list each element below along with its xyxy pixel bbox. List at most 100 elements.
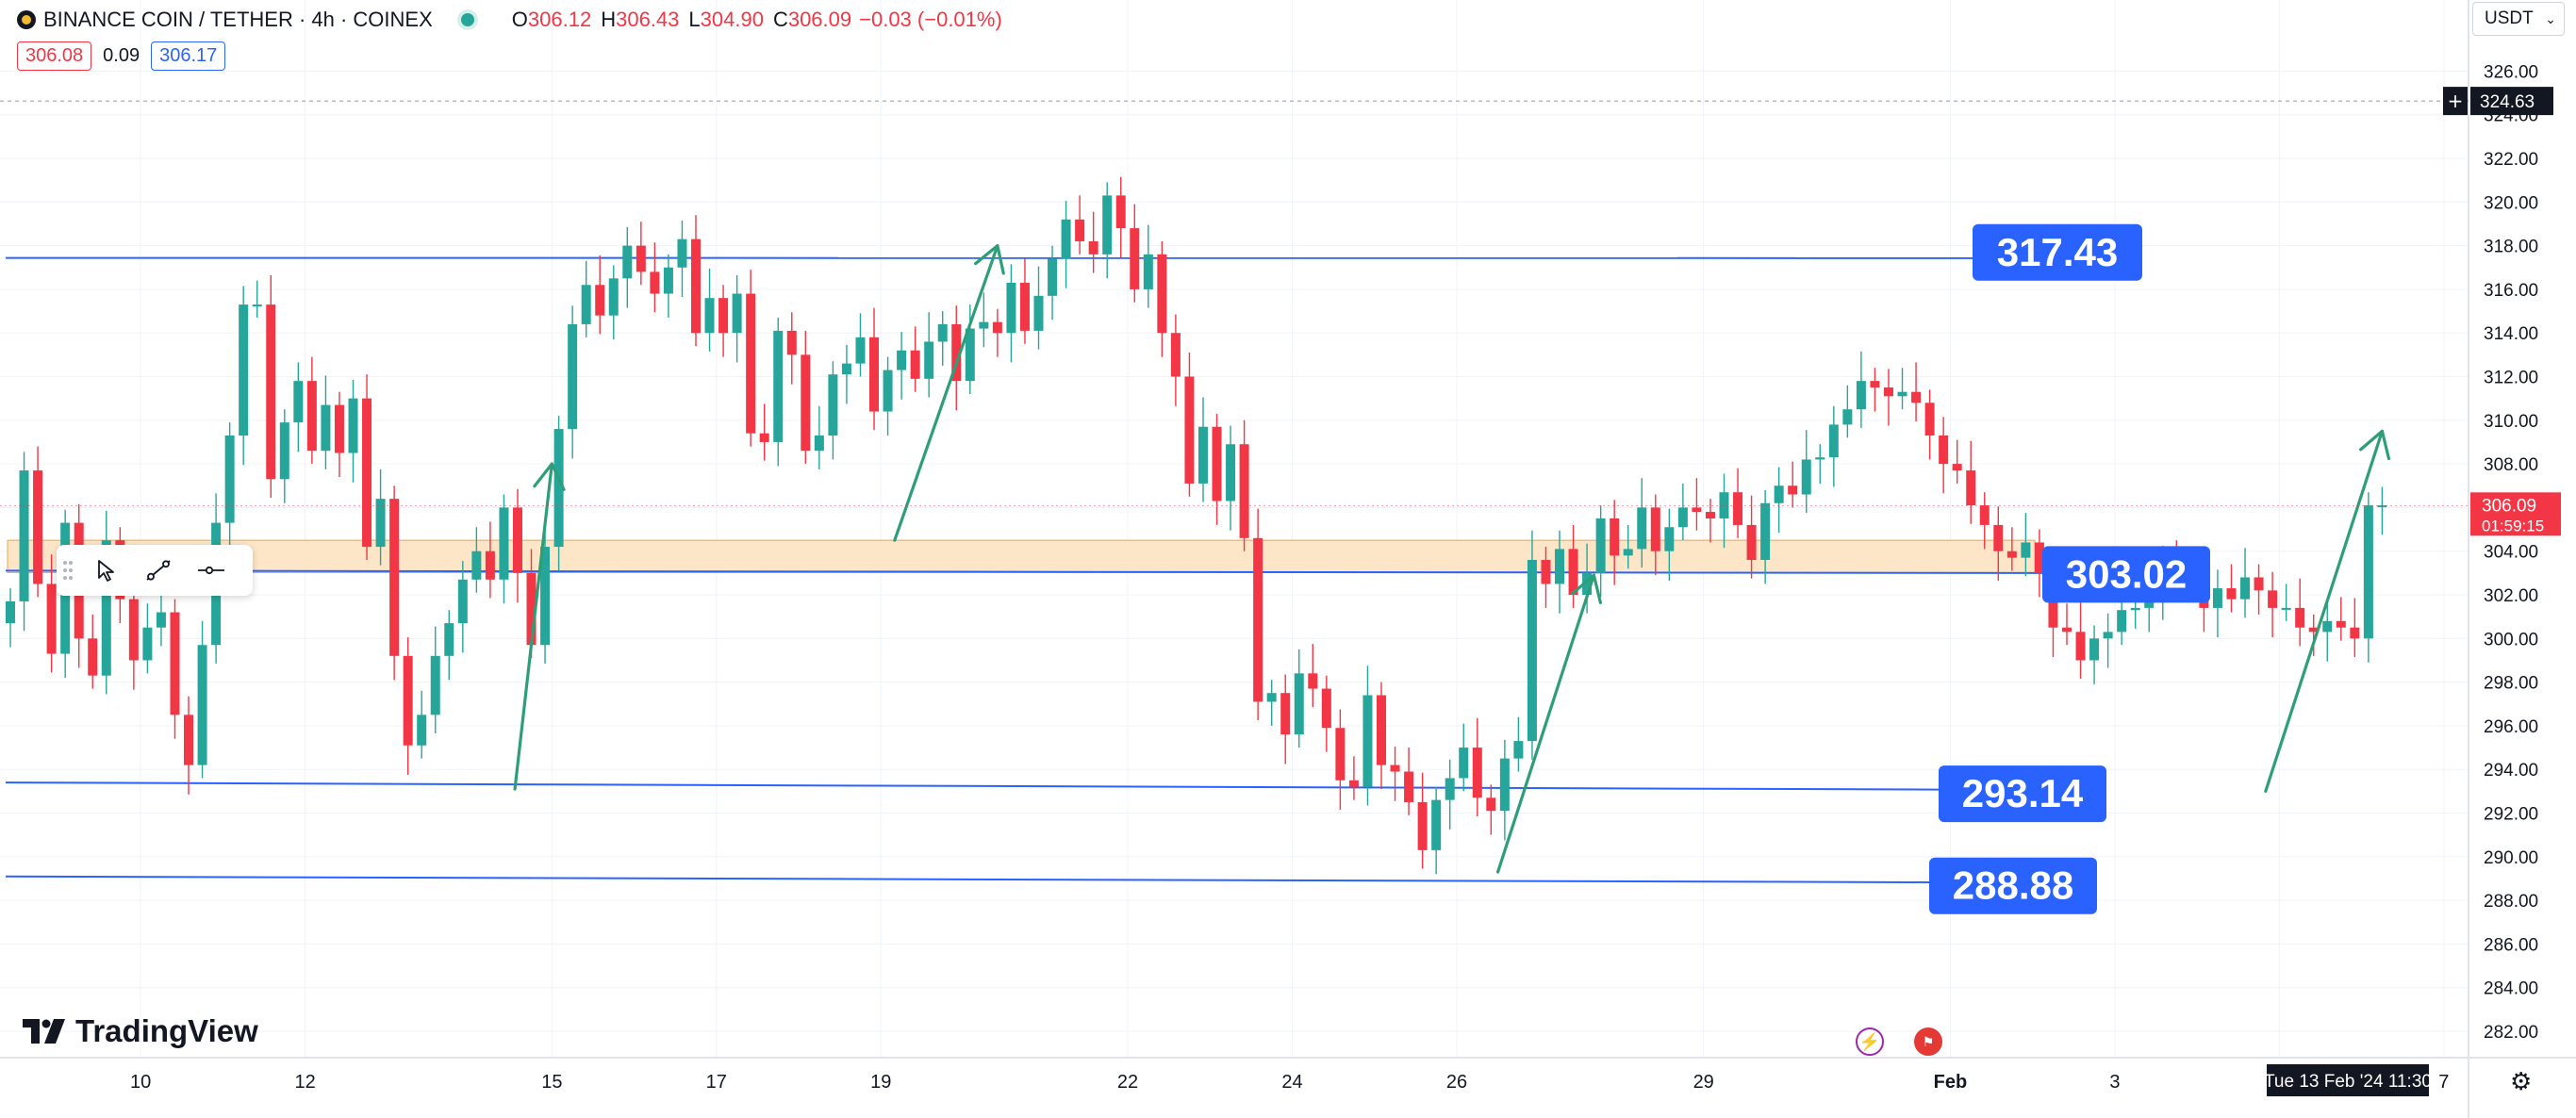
candle[interactable] xyxy=(499,494,509,604)
candle[interactable] xyxy=(2350,598,2360,657)
candle[interactable] xyxy=(1705,499,1715,543)
candle[interactable] xyxy=(170,599,180,739)
candle[interactable] xyxy=(965,304,975,395)
candle[interactable] xyxy=(1623,524,1633,569)
candle[interactable] xyxy=(1048,245,1058,321)
candle[interactable] xyxy=(1033,266,1044,350)
candle[interactable] xyxy=(786,312,797,385)
candle[interactable] xyxy=(101,510,111,695)
candle[interactable] xyxy=(375,469,386,566)
candle[interactable] xyxy=(266,274,276,498)
candle[interactable] xyxy=(1650,494,1660,576)
candle[interactable] xyxy=(828,361,838,460)
level-label-288-88[interactable]: 288.88 xyxy=(1929,857,2097,914)
candle[interactable] xyxy=(1870,368,1880,412)
candle[interactable] xyxy=(2006,527,2017,571)
candle[interactable] xyxy=(1842,385,1853,438)
trend-arrow[interactable] xyxy=(513,462,566,791)
candle[interactable] xyxy=(1348,756,1359,800)
candle[interactable] xyxy=(1924,389,1935,460)
candle[interactable] xyxy=(1472,717,1482,816)
candle[interactable] xyxy=(1677,483,1688,541)
level-line-303-02[interactable] xyxy=(5,569,2043,574)
floating-drawing-toolbar[interactable] xyxy=(57,545,253,596)
candle[interactable] xyxy=(1856,351,1866,428)
candle[interactable] xyxy=(1939,417,1949,494)
candle[interactable] xyxy=(485,521,495,599)
candle[interactable] xyxy=(1308,644,1318,708)
candle[interactable] xyxy=(293,362,304,452)
trend-arrow[interactable] xyxy=(2264,429,2391,793)
candle[interactable] xyxy=(417,690,427,759)
candle[interactable] xyxy=(403,637,413,775)
candle[interactable] xyxy=(814,405,824,469)
candle[interactable] xyxy=(883,356,893,436)
candle[interactable] xyxy=(142,603,153,674)
candle[interactable] xyxy=(1637,478,1647,568)
candle[interactable] xyxy=(595,255,605,335)
candle[interactable] xyxy=(897,332,907,400)
candle[interactable] xyxy=(1130,204,1140,303)
candle[interactable] xyxy=(321,375,331,469)
level-line-288-88[interactable] xyxy=(5,875,1930,883)
candle[interactable] xyxy=(1499,739,1510,841)
candle[interactable] xyxy=(1157,240,1167,357)
candle[interactable] xyxy=(773,317,784,467)
candle[interactable] xyxy=(362,374,372,560)
candle[interactable] xyxy=(1006,264,1016,363)
candle[interactable] xyxy=(1294,649,1304,748)
plus-icon[interactable]: + xyxy=(2448,90,2464,112)
candle[interactable] xyxy=(1719,473,1729,549)
candle[interactable] xyxy=(128,580,139,690)
candle[interactable] xyxy=(568,305,578,459)
candle[interactable] xyxy=(636,222,646,286)
candle[interactable] xyxy=(6,588,15,648)
candle[interactable] xyxy=(1115,176,1126,258)
candle[interactable] xyxy=(2336,597,2346,641)
candle[interactable] xyxy=(650,242,660,313)
candle[interactable] xyxy=(1459,723,1469,792)
candle[interactable] xyxy=(1966,440,1976,524)
symbol-legend[interactable]: BINANCE COIN / TETHER · 4h · COINEX O 306… xyxy=(17,6,1002,34)
candle[interactable] xyxy=(239,286,249,466)
candle[interactable] xyxy=(2363,492,2373,663)
symbol-title[interactable]: BINANCE COIN / TETHER · 4h · COINEX xyxy=(43,8,433,31)
time-axis[interactable]: 101215171922242629Feb3579 xyxy=(130,1072,2576,1093)
candle[interactable] xyxy=(2268,571,2278,638)
candle[interactable] xyxy=(622,226,633,308)
candle[interactable] xyxy=(581,260,591,337)
candle[interactable] xyxy=(471,527,482,593)
horizontal-ray-tool-icon[interactable] xyxy=(185,545,238,596)
candle[interactable] xyxy=(1692,478,1702,531)
candle[interactable] xyxy=(1088,211,1098,273)
candle[interactable] xyxy=(1828,405,1839,487)
trend-arrow[interactable] xyxy=(1495,573,1603,874)
candle[interactable] xyxy=(924,312,934,398)
candle[interactable] xyxy=(691,215,701,347)
candle[interactable] xyxy=(1527,530,1537,760)
candle[interactable] xyxy=(2295,578,2305,647)
candle[interactable] xyxy=(2103,613,2113,668)
candle[interactable] xyxy=(855,313,866,377)
candle[interactable] xyxy=(704,268,715,352)
candle[interactable] xyxy=(910,326,920,392)
candle[interactable] xyxy=(2075,602,2086,680)
candle[interactable] xyxy=(88,614,98,689)
candle[interactable] xyxy=(1335,709,1346,811)
candle[interactable] xyxy=(1212,413,1222,525)
candle[interactable] xyxy=(1431,786,1442,875)
candle[interactable] xyxy=(1445,759,1455,830)
candle[interactable] xyxy=(1760,489,1771,584)
level-label-293-14[interactable]: 293.14 xyxy=(1939,765,2106,823)
candle[interactable] xyxy=(759,403,769,461)
candle[interactable] xyxy=(19,452,29,632)
trend-arrow[interactable] xyxy=(893,244,1005,542)
level-line-293-14[interactable] xyxy=(5,781,1940,791)
trend-line-tool-icon[interactable] xyxy=(132,545,185,596)
candle[interactable] xyxy=(2212,569,2222,638)
cursor-tool-icon[interactable] xyxy=(79,545,132,596)
candle[interactable] xyxy=(2254,564,2264,615)
candle[interactable] xyxy=(1541,547,1551,608)
candle[interactable] xyxy=(444,610,454,681)
candle[interactable] xyxy=(1390,746,1400,801)
